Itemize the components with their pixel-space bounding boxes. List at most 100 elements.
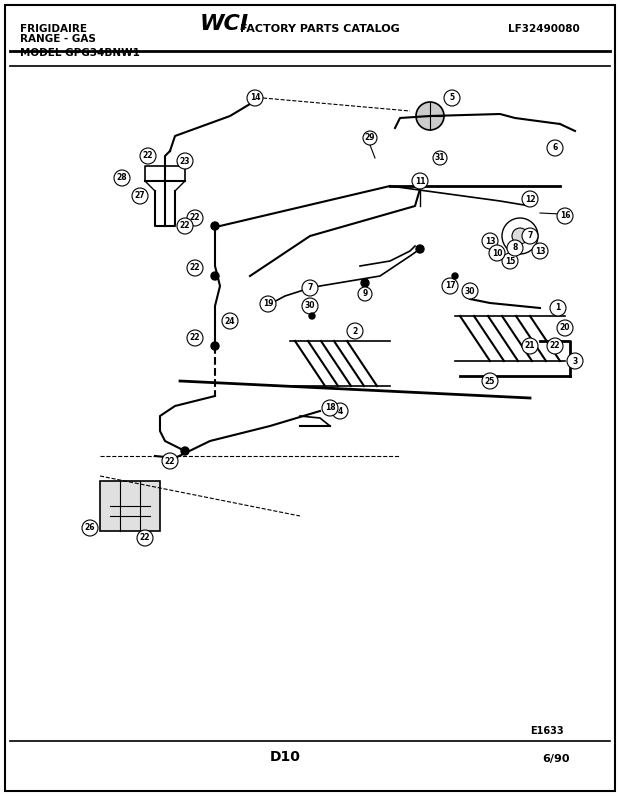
Circle shape bbox=[82, 520, 98, 536]
Circle shape bbox=[187, 260, 203, 276]
Text: 17: 17 bbox=[445, 282, 455, 291]
Circle shape bbox=[482, 233, 498, 249]
Circle shape bbox=[332, 403, 348, 419]
Circle shape bbox=[416, 245, 424, 253]
Text: 14: 14 bbox=[250, 93, 260, 103]
Text: 12: 12 bbox=[525, 194, 535, 204]
Text: E1633: E1633 bbox=[530, 726, 564, 736]
Text: FRIGIDAIRE: FRIGIDAIRE bbox=[20, 24, 87, 34]
Circle shape bbox=[363, 131, 377, 145]
Text: 20: 20 bbox=[560, 323, 570, 333]
Text: 25: 25 bbox=[485, 377, 495, 385]
Circle shape bbox=[452, 273, 458, 279]
Circle shape bbox=[177, 218, 193, 234]
Circle shape bbox=[187, 330, 203, 346]
Circle shape bbox=[557, 320, 573, 336]
Circle shape bbox=[412, 173, 428, 189]
Text: 22: 22 bbox=[165, 456, 175, 466]
Circle shape bbox=[358, 287, 372, 301]
Text: 8: 8 bbox=[512, 244, 518, 252]
Text: WCI: WCI bbox=[200, 14, 249, 34]
Text: 27: 27 bbox=[135, 192, 145, 201]
Text: 22: 22 bbox=[190, 213, 200, 223]
Circle shape bbox=[507, 240, 523, 256]
Circle shape bbox=[309, 313, 315, 319]
Bar bbox=[100, 481, 160, 531]
Text: 13: 13 bbox=[534, 247, 545, 256]
Circle shape bbox=[522, 338, 538, 354]
Circle shape bbox=[567, 353, 583, 369]
Circle shape bbox=[347, 323, 363, 339]
Circle shape bbox=[222, 313, 238, 329]
Text: 6: 6 bbox=[552, 143, 557, 153]
Text: 13: 13 bbox=[485, 236, 495, 245]
Circle shape bbox=[260, 296, 276, 312]
Text: 22: 22 bbox=[550, 341, 560, 350]
Text: 7: 7 bbox=[528, 232, 533, 240]
Text: 10: 10 bbox=[492, 248, 502, 257]
Circle shape bbox=[247, 90, 263, 106]
Circle shape bbox=[532, 243, 548, 259]
Text: 5: 5 bbox=[450, 93, 454, 103]
Circle shape bbox=[512, 228, 528, 244]
Text: 28: 28 bbox=[117, 174, 127, 182]
Circle shape bbox=[140, 148, 156, 164]
Circle shape bbox=[361, 279, 369, 287]
Text: 29: 29 bbox=[365, 134, 375, 142]
Circle shape bbox=[522, 228, 538, 244]
Text: 3: 3 bbox=[572, 357, 578, 365]
Circle shape bbox=[547, 338, 563, 354]
Circle shape bbox=[522, 191, 538, 207]
Text: D10: D10 bbox=[270, 750, 301, 764]
Circle shape bbox=[433, 151, 447, 165]
Circle shape bbox=[462, 283, 478, 299]
Circle shape bbox=[444, 90, 460, 106]
Circle shape bbox=[187, 210, 203, 226]
Text: 15: 15 bbox=[505, 256, 515, 266]
Text: 31: 31 bbox=[435, 154, 445, 162]
Circle shape bbox=[442, 278, 458, 294]
Circle shape bbox=[502, 218, 538, 254]
Circle shape bbox=[162, 453, 178, 469]
Text: 18: 18 bbox=[325, 404, 335, 412]
Circle shape bbox=[177, 153, 193, 169]
Circle shape bbox=[114, 170, 130, 186]
Text: 22: 22 bbox=[190, 334, 200, 342]
Circle shape bbox=[547, 140, 563, 156]
Circle shape bbox=[137, 530, 153, 546]
Text: 22: 22 bbox=[143, 151, 153, 161]
Circle shape bbox=[211, 222, 219, 230]
Circle shape bbox=[482, 373, 498, 389]
Text: 24: 24 bbox=[224, 317, 235, 326]
Text: 2: 2 bbox=[352, 326, 358, 335]
Text: 21: 21 bbox=[525, 341, 535, 350]
Text: 7: 7 bbox=[308, 283, 312, 292]
Circle shape bbox=[322, 400, 338, 416]
Text: 22: 22 bbox=[140, 533, 150, 543]
Circle shape bbox=[132, 188, 148, 204]
Text: FACTORY PARTS CATALOG: FACTORY PARTS CATALOG bbox=[240, 24, 400, 34]
Circle shape bbox=[489, 245, 505, 261]
Circle shape bbox=[557, 208, 573, 224]
Circle shape bbox=[550, 300, 566, 316]
Circle shape bbox=[181, 447, 189, 455]
Text: MODEL GPG34BNW1: MODEL GPG34BNW1 bbox=[20, 48, 140, 58]
Text: 23: 23 bbox=[180, 157, 190, 166]
Text: 1: 1 bbox=[556, 303, 560, 313]
Text: 30: 30 bbox=[465, 287, 476, 295]
Text: 22: 22 bbox=[180, 221, 190, 231]
Circle shape bbox=[416, 102, 444, 130]
Circle shape bbox=[302, 298, 318, 314]
Text: 9: 9 bbox=[362, 290, 368, 298]
Circle shape bbox=[302, 280, 318, 296]
Text: 26: 26 bbox=[85, 524, 95, 533]
Text: 22: 22 bbox=[190, 263, 200, 272]
Circle shape bbox=[502, 253, 518, 269]
Text: 16: 16 bbox=[560, 212, 570, 220]
Text: 11: 11 bbox=[415, 177, 425, 185]
Circle shape bbox=[211, 272, 219, 280]
Text: LF32490080: LF32490080 bbox=[508, 24, 580, 34]
Text: 4: 4 bbox=[337, 407, 343, 416]
Text: 30: 30 bbox=[305, 302, 315, 310]
Circle shape bbox=[211, 342, 219, 350]
